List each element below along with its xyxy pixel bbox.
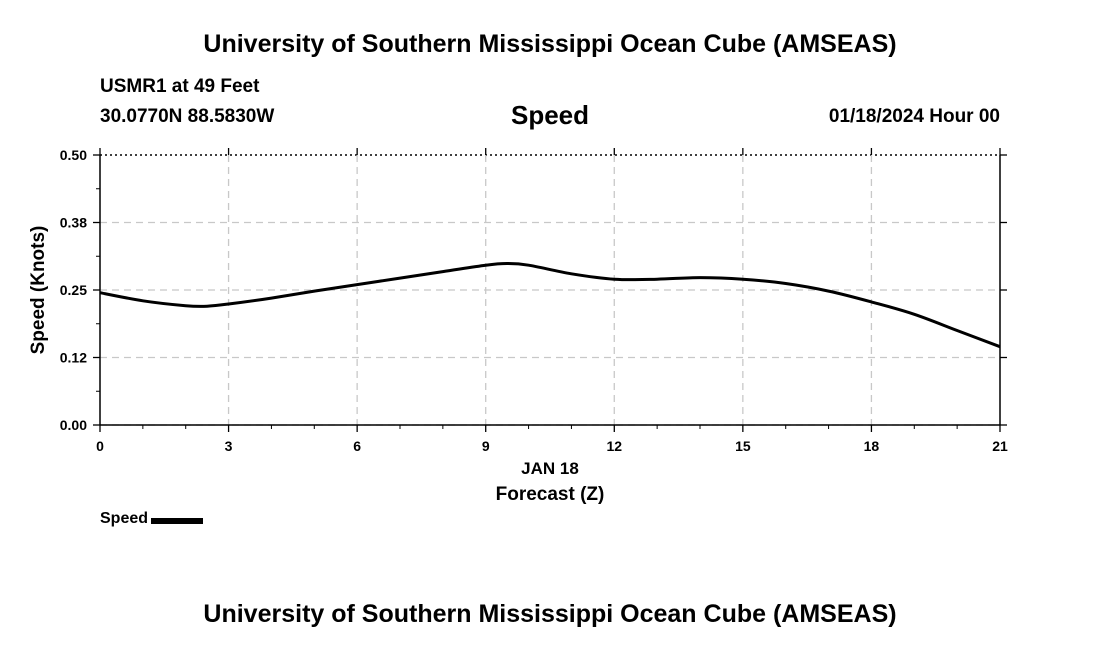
x-axis-date-label: JAN 18 <box>521 459 579 478</box>
x-axis-label: Forecast (Z) <box>496 484 605 505</box>
y-tick-label: 0.00 <box>60 417 87 433</box>
y-tick-label: 0.25 <box>60 282 87 298</box>
chart-main-title: University of Southern Mississippi Ocean… <box>203 30 897 58</box>
x-axis: 0 3 6 9 12 15 18 21 <box>96 148 1008 454</box>
chart-grid <box>100 154 1000 426</box>
x-tick-label: 6 <box>353 438 361 454</box>
forecast-datetime: 01/18/2024 Hour 00 <box>828 106 1000 127</box>
x-tick-label: 21 <box>992 438 1008 454</box>
legend-label-speed: Speed <box>100 510 149 527</box>
station-label: USMR1 at 49 Feet <box>100 76 260 97</box>
y-tick-label: 0.50 <box>60 147 87 163</box>
y-axis-label: Speed (Knots) <box>28 226 49 355</box>
y-tick-label: 0.12 <box>60 350 87 366</box>
chart-subtitle: Speed <box>510 100 590 130</box>
x-tick-label: 3 <box>225 438 233 454</box>
y-tick-label: 0.38 <box>60 215 87 231</box>
x-tick-label: 15 <box>735 438 751 454</box>
station-coordinates: 30.0770N 88.5830W <box>100 106 275 127</box>
x-tick-label: 9 <box>482 438 490 454</box>
footer-title: University of Southern Mississippi Ocean… <box>203 600 897 628</box>
legend-swatch-speed <box>151 518 204 524</box>
x-tick-label: 0 <box>96 438 104 454</box>
x-tick-label: 12 <box>606 438 622 454</box>
chart-legend: Speed <box>100 510 204 528</box>
series-group <box>99 261 1001 349</box>
y-axis: 0.00 0.12 0.25 0.38 0.50 <box>60 147 1007 433</box>
x-tick-label: 18 <box>864 438 880 454</box>
series-line-speed <box>99 261 1001 349</box>
